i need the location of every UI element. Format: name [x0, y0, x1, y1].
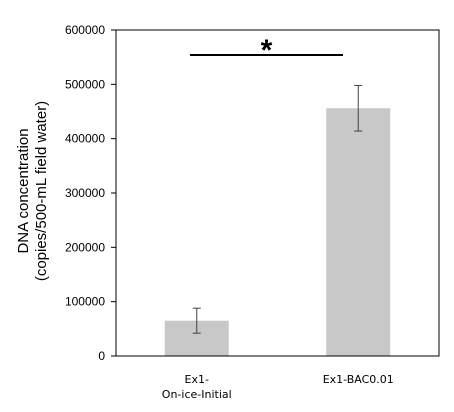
y-tick-labels: 0 100000 200000 300000 400000 500000 600000 [65, 23, 105, 363]
bar [326, 108, 391, 357]
y-tick-label: 600000 [65, 23, 105, 37]
x-category-labels: Ex1- On-ice-Initial Ex1-BAC0.01 [162, 373, 394, 401]
bars [164, 108, 391, 357]
x-category-label: Ex1-BAC0.01 [323, 373, 394, 386]
significance-marker: * [190, 34, 343, 67]
y-tick-label: 200000 [65, 240, 105, 254]
x-category-label: On-ice-Initial [162, 388, 232, 401]
y-axis-label-line-1: DNA concentration [15, 128, 32, 253]
y-tick-label: 500000 [65, 77, 105, 91]
y-tick-label: 400000 [65, 132, 105, 146]
significance-asterisk: * [261, 34, 273, 67]
plot-frame [111, 29, 440, 357]
y-tick-label: 0 [98, 349, 105, 363]
y-tick-label: 300000 [65, 186, 105, 200]
plot-border [115, 29, 440, 357]
y-axis-label-line-2: (copies/500-mL field water) [33, 101, 50, 281]
y-axis-label: DNA concentration (copies/500-mL field w… [15, 101, 50, 281]
y-tick-label: 100000 [65, 295, 105, 309]
error-bars [192, 84, 363, 334]
x-category-label: Ex1- [185, 373, 209, 386]
